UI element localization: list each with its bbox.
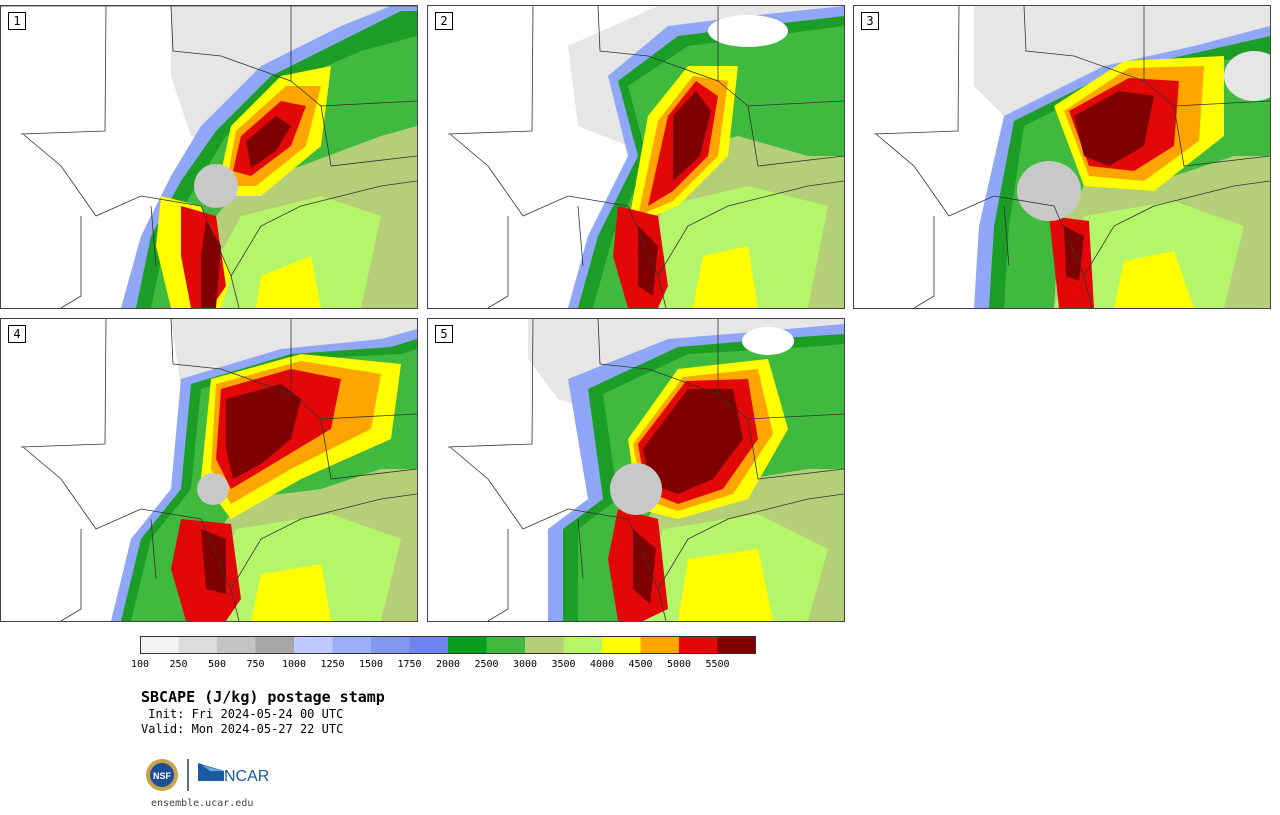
colorbar-tick-label: 1750	[397, 659, 422, 670]
map-panel-3: 3	[853, 5, 1271, 309]
colorbar-tick-label: 3500	[551, 659, 576, 670]
sbcape-map	[1, 319, 417, 621]
colorbar-tick-label: 2000	[435, 659, 461, 670]
logos: NSF NCAR	[144, 757, 274, 793]
colorbar-swatch	[448, 636, 487, 654]
colorbar-tick-label: 4500	[628, 659, 653, 670]
colorbar-swatch	[140, 636, 179, 654]
map-panel-2: 2	[427, 5, 845, 309]
colorbar-swatch	[217, 636, 256, 654]
colorbar-swatch	[525, 636, 564, 654]
colorbar-tick-label: 1250	[320, 659, 345, 670]
member-label: 4	[8, 325, 26, 343]
sbcape-map	[1, 6, 417, 308]
colorbar-swatch	[409, 636, 448, 654]
site-url: ensemble.ucar.edu	[151, 798, 254, 809]
member-label: 1	[8, 12, 26, 30]
sbcape-map	[428, 319, 844, 621]
colorbar-swatch	[717, 636, 756, 654]
colorbar-tick-label: 5500	[705, 659, 730, 670]
sbcape-map	[428, 6, 844, 308]
colorbar-tick-label: 750	[246, 659, 265, 670]
figure-title: SBCAPE (J/kg) postage stamp	[141, 688, 385, 706]
colorbar	[140, 636, 756, 654]
map-panel-5: 5	[427, 318, 845, 622]
colorbar-tick-label: 5000	[666, 659, 692, 670]
colorbar-swatch	[679, 636, 718, 654]
member-label: 3	[861, 12, 879, 30]
sbcape-map	[854, 6, 1270, 308]
nsf-logo-icon: NSF NCAR	[146, 759, 269, 791]
nsf-logo-text: NSF	[153, 771, 172, 781]
colorbar-swatch	[178, 636, 217, 654]
colorbar-swatch	[602, 636, 641, 654]
colorbar-swatch	[332, 636, 371, 654]
colorbar-tick-label: 2500	[474, 659, 499, 670]
colorbar-tick-label: 100	[130, 659, 150, 670]
valid-time: Valid: Mon 2024-05-27 22 UTC	[141, 722, 344, 736]
colorbar-tick-label: 4000	[589, 659, 615, 670]
colorbar-tick-label: 500	[207, 659, 227, 670]
colorbar-swatch	[563, 636, 602, 654]
colorbar-tick-label: 3000	[512, 659, 538, 670]
map-panel-4: 4	[0, 318, 418, 622]
colorbar-tick-label: 250	[169, 659, 188, 670]
init-time: Init: Fri 2024-05-24 00 UTC	[141, 707, 344, 721]
colorbar-swatch	[640, 636, 679, 654]
member-label: 5	[435, 325, 453, 343]
colorbar-tick-label: 1000	[281, 659, 307, 670]
map-panel-1: 1	[0, 5, 418, 309]
colorbar-tick-label: 1500	[358, 659, 384, 670]
colorbar-swatch	[371, 636, 410, 654]
colorbar-swatch	[255, 636, 294, 654]
colorbar-swatch	[294, 636, 333, 654]
ncar-logo-text: NCAR	[224, 768, 269, 785]
colorbar-swatch	[486, 636, 525, 654]
member-label: 2	[435, 12, 453, 30]
